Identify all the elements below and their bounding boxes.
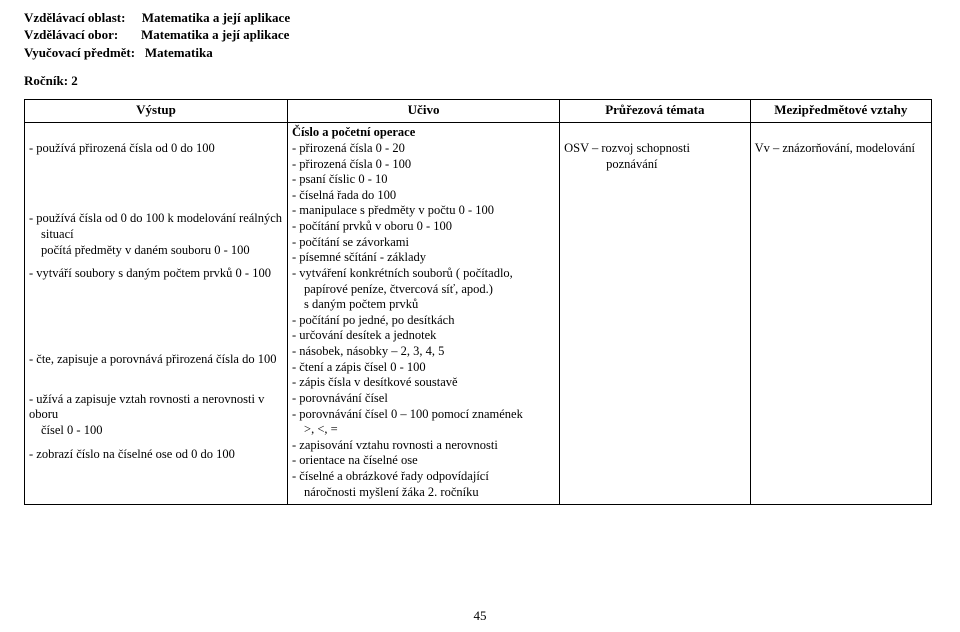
- vystup-item: - používá přirozená čísla od 0 do 100: [29, 141, 283, 157]
- vystup-item: - čte, zapisuje a porovnává přirozená čí…: [29, 352, 283, 368]
- curriculum-table: Výstup Učivo Průřezová témata Mezipředmě…: [24, 99, 932, 505]
- ucivo-item-cont: s daným počtem prvků: [292, 297, 555, 313]
- ucivo-item: - čtení a zápis čísel 0 - 100: [292, 360, 555, 376]
- ucivo-item: - počítání prvků v oboru 0 - 100: [292, 219, 555, 235]
- ucivo-item: - psaní číslic 0 - 10: [292, 172, 555, 188]
- col-mezi: Mezipředmětové vztahy: [750, 100, 931, 123]
- ucivo-item: - počítání se závorkami: [292, 235, 555, 251]
- prurezova-item-cont: poznávání: [564, 157, 745, 173]
- col-vystup: Výstup: [25, 100, 288, 123]
- document-page: Vzdělávací oblast: Matematika a její apl…: [0, 0, 960, 505]
- ucivo-item: - číselná řada do 100: [292, 188, 555, 204]
- obor-label: Vzdělávací obor:: [24, 27, 118, 42]
- ucivo-item: - porovnávání čísel: [292, 391, 555, 407]
- header-line-predmet: Vyučovací předmět: Matematika: [24, 45, 932, 61]
- ucivo-item-cont: náročnosti myšlení žáka 2. ročníku: [292, 485, 555, 501]
- ucivo-item: - počítání po jedné, po desítkách: [292, 313, 555, 329]
- ucivo-item: - přirozená čísla 0 - 100: [292, 157, 555, 173]
- ucivo-item: - orientace na číselné ose: [292, 453, 555, 469]
- ucivo-item: - číselné a obrázkové řady odpovídající: [292, 469, 555, 485]
- vystup-item-cont: situací: [29, 227, 283, 243]
- ucivo-item: - porovnávání čísel 0 – 100 pomocí znamé…: [292, 407, 555, 423]
- prurezova-cell: OSV – rozvoj schopnosti poznávání: [560, 123, 750, 505]
- oblast-label: Vzdělávací oblast:: [24, 10, 125, 25]
- predmet-label: Vyučovací předmět:: [24, 45, 135, 60]
- vystup-item-cont: počítá předměty v daném souboru 0 - 100: [29, 243, 283, 259]
- table-header-row: Výstup Učivo Průřezová témata Mezipředmě…: [25, 100, 932, 123]
- header-line-oblast: Vzdělávací oblast: Matematika a její apl…: [24, 10, 932, 26]
- table-row: - používá přirozená čísla od 0 do 100 - …: [25, 123, 932, 505]
- ucivo-item: - přirozená čísla 0 - 20: [292, 141, 555, 157]
- header-line-obor: Vzdělávací obor: Matematika a její aplik…: [24, 27, 932, 43]
- vystup-item: - používá čísla od 0 do 100 k modelování…: [29, 211, 283, 227]
- ucivo-item: - násobek, násobky – 2, 3, 4, 5: [292, 344, 555, 360]
- vystup-item: - užívá a zapisuje vztah rovnosti a nero…: [29, 392, 283, 423]
- ucivo-item-cont: papírové peníze, čtvercová síť, apod.): [292, 282, 555, 298]
- rocnik-heading: Ročník: 2: [24, 73, 932, 89]
- page-number: 45: [0, 608, 960, 624]
- ucivo-item-cont: >, <, =: [292, 422, 555, 438]
- ucivo-cell: Číslo a početní operace - přirozená čísl…: [288, 123, 560, 505]
- ucivo-section-heading: Číslo a početní operace: [292, 125, 555, 141]
- prurezova-item: OSV – rozvoj schopnosti: [564, 141, 745, 157]
- obor-value: Matematika a její aplikace: [141, 27, 289, 42]
- ucivo-item: - zapisování vztahu rovnosti a nerovnost…: [292, 438, 555, 454]
- mezi-item: Vv – znázorňování, modelování: [755, 141, 927, 157]
- ucivo-item: - písemné sčítání - základy: [292, 250, 555, 266]
- ucivo-item: - vytváření konkrétních souborů ( počíta…: [292, 266, 555, 282]
- ucivo-item: - manipulace s předměty v počtu 0 - 100: [292, 203, 555, 219]
- oblast-value: Matematika a její aplikace: [142, 10, 290, 25]
- vystup-item: - zobrazí číslo na číselné ose od 0 do 1…: [29, 447, 283, 463]
- mezi-cell: Vv – znázorňování, modelování: [750, 123, 931, 505]
- ucivo-item: - zápis čísla v desítkové soustavě: [292, 375, 555, 391]
- vystup-cell: - používá přirozená čísla od 0 do 100 - …: [25, 123, 288, 505]
- vystup-item-cont: čísel 0 - 100: [29, 423, 283, 439]
- predmet-value: Matematika: [145, 45, 213, 60]
- ucivo-item: - určování desítek a jednotek: [292, 328, 555, 344]
- col-prurezova: Průřezová témata: [560, 100, 750, 123]
- col-ucivo: Učivo: [288, 100, 560, 123]
- vystup-item: - vytváří soubory s daným počtem prvků 0…: [29, 266, 283, 282]
